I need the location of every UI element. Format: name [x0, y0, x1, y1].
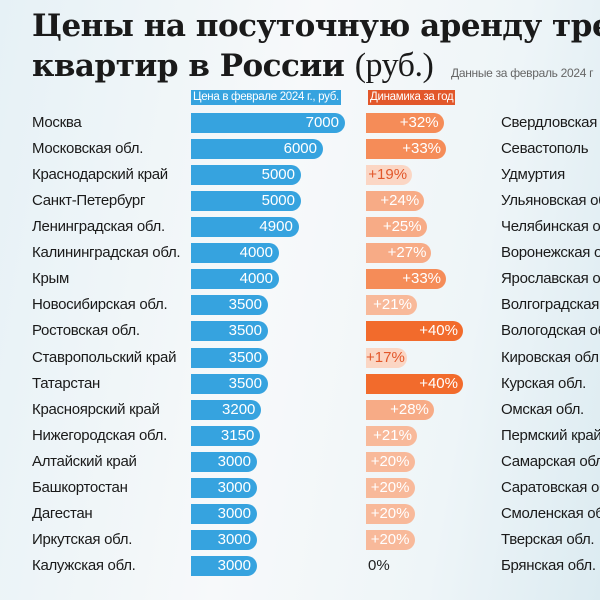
category-label: Башкортостан [32, 478, 128, 496]
category-label: Красноярский край [32, 400, 160, 418]
chart-row: Краснодарский край 5000 +19% Удмуртия [0, 164, 600, 186]
dynamics-bar: +33% [366, 139, 447, 160]
next-column-label: Самарская обл. [501, 452, 600, 470]
chart-row: Москва 7000 +32% Свердловская обл. [0, 112, 600, 134]
price-bar: 4000 [191, 269, 279, 290]
dynamics-bar: +32% [366, 113, 444, 133]
price-bar: 7000 [191, 113, 345, 133]
dynamics-bar: +17% [366, 347, 408, 368]
price-bar: 5000 [191, 191, 301, 212]
dynamics-bar: +27% [366, 243, 432, 264]
next-column-label: Свердловская обл. [501, 114, 600, 131]
price-bar: 3500 [191, 347, 268, 368]
legend-dynamics: Динамика за год [368, 90, 456, 105]
dynamics-bar: +19% [366, 165, 413, 186]
chart-row: Ростовская обл. 3500 +40% Вологодская обл. [0, 320, 600, 342]
next-column-label: Ярославская обл. [501, 270, 600, 288]
chart-row: Иркутская обл. 3000 +20% Тверская обл. [0, 529, 600, 551]
category-label: Краснодарский край [32, 166, 168, 184]
dynamics-bar: +40% [366, 321, 463, 342]
next-column-label: Омская обл. [501, 400, 584, 418]
price-bar: 3500 [191, 295, 268, 316]
next-column-label: Брянская обл. [501, 557, 596, 575]
category-label: Крым [32, 270, 69, 288]
category-label: Ставропольский край [32, 348, 177, 366]
chart-row: Калужская обл. 3000 0% Брянская обл. [0, 555, 600, 577]
price-bar: 4000 [191, 243, 279, 264]
next-column-label: Воронежская обл. [501, 244, 600, 262]
dynamics-bar: +25% [366, 217, 427, 238]
category-label: Дагестан [32, 504, 93, 522]
price-bar: 4900 [191, 217, 299, 238]
legend-price: Цена в феврале 2024 г., руб. [191, 90, 341, 105]
next-column-label: Удмуртия [501, 166, 565, 184]
price-bar: 3000 [191, 451, 257, 472]
chart-row: Крым 4000 +33% Ярославская обл. [0, 268, 600, 290]
price-bar: 3500 [191, 321, 268, 342]
chart-row: Ставропольский край 3500 +17% Кировская обл… [0, 347, 600, 369]
chart-row: Калининградская обл. 4000 +27% Воронежская … [0, 242, 600, 264]
dynamics-bar: +40% [366, 373, 463, 394]
category-label: Нижегородская обл. [32, 426, 167, 444]
next-column-label: Волгоградская обл. [501, 296, 600, 314]
title-unit: (руб.) [354, 47, 434, 84]
category-label: Московская обл. [32, 140, 144, 158]
category-label: Калининградская обл. [32, 244, 181, 262]
data-note: Данные за февраль 2024 г [451, 66, 594, 80]
chart-row: Дагестан 3000 +20% Смоленская обл. [0, 503, 600, 525]
category-label: Санкт-Петербург [32, 192, 146, 210]
next-column-label: Челябинская обл. [501, 218, 600, 236]
chart-row: Московская обл. 6000 +33% Севастополь [0, 138, 600, 160]
category-label: Ленинградская обл. [32, 218, 165, 236]
title-line-1: Цены на посуточную аренду трех [32, 8, 600, 44]
next-column-label: Севастополь [501, 140, 589, 158]
chart-row: Ленинградская обл. 4900 +25% Челябинская об… [0, 216, 600, 238]
dynamics-bar: +20% [366, 477, 415, 498]
chart-row: Санкт-Петербург 5000 +24% Ульяновская обл. [0, 190, 600, 212]
next-column-label: Тверская обл. [501, 530, 595, 548]
title-line-2: квартир в России [32, 48, 345, 84]
chart-row: Нижегородская обл. 3150 +21% Пермский край [0, 425, 600, 447]
price-bar: 3150 [191, 425, 261, 446]
price-bar: 5000 [191, 165, 301, 186]
chart-row: Красноярский край 3200 +28% Омская обл. [0, 399, 600, 421]
category-label: Москва [32, 114, 82, 131]
dynamics-bar: +21% [366, 425, 417, 446]
category-label: Калужская обл. [32, 557, 136, 575]
next-column-label: Смоленская обл. [501, 504, 600, 522]
next-column-label: Вологодская обл. [501, 322, 600, 340]
category-label: Алтайский край [32, 452, 137, 470]
chart-row: Башкортостан 3000 +20% Саратовская обл. [0, 477, 600, 499]
next-column-label: Кировская обл. [501, 348, 600, 366]
dynamics-bar: +24% [366, 191, 425, 212]
dynamics-bar: +20% [366, 529, 415, 550]
dynamics-bar: +33% [366, 269, 447, 290]
chart-title: Цены на посуточную аренду трех квартир в … [32, 6, 600, 86]
price-bar: 3500 [191, 373, 268, 394]
next-column-label: Саратовская обл. [501, 478, 600, 496]
price-bar: 3000 [191, 477, 257, 498]
dynamics-bar: +21% [366, 295, 417, 316]
price-bar: 3000 [191, 503, 257, 524]
category-label: Иркутская обл. [32, 530, 133, 548]
category-label: Татарстан [32, 374, 101, 392]
dynamics-bar: +20% [366, 503, 415, 524]
category-label: Новосибирская обл. [32, 296, 168, 314]
price-bar: 3000 [191, 529, 257, 550]
price-bar: 3200 [191, 399, 262, 420]
dynamics-bar: +28% [366, 399, 434, 420]
next-column-label: Курская обл. [501, 374, 587, 392]
price-bar: 3000 [191, 556, 257, 577]
chart-row: Новосибирская обл. 3500 +21% Волгоградская … [0, 294, 600, 316]
chart-row: Алтайский край 3000 +20% Самарская обл. [0, 451, 600, 473]
chart-row: Татарстан 3500 +40% Курская обл. [0, 373, 600, 395]
price-bar: 6000 [191, 139, 323, 160]
dynamics-bar: 0% [368, 557, 390, 575]
next-column-label: Ульяновская обл. [501, 192, 600, 210]
next-column-label: Пермский край [501, 426, 600, 444]
dynamics-bar: +20% [366, 451, 415, 472]
category-label: Ростовская обл. [32, 322, 140, 340]
